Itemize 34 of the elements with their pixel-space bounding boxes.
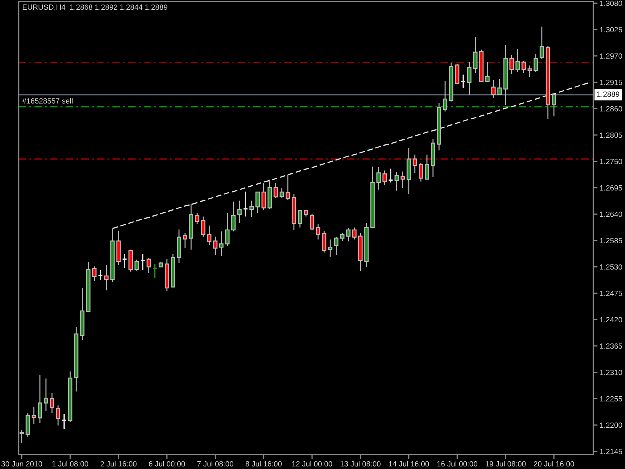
candlestick <box>522 60 526 74</box>
candlestick <box>86 262 91 313</box>
candlestick <box>460 74 466 89</box>
candlestick <box>68 371 73 423</box>
candlestick <box>152 264 158 279</box>
candlestick <box>238 200 242 224</box>
candlestick <box>20 430 24 444</box>
candlestick <box>146 258 152 274</box>
candlestick <box>243 191 248 218</box>
candlestick <box>213 236 218 256</box>
candlestick <box>207 225 212 246</box>
candlestick <box>467 62 472 96</box>
candlestick <box>528 65 532 78</box>
candlestick <box>201 216 206 238</box>
candlestick <box>340 233 345 242</box>
candlestick <box>62 414 67 430</box>
candlestick <box>394 172 400 192</box>
candlestick <box>74 327 79 392</box>
candlestick <box>122 254 128 270</box>
candlestick <box>92 266 97 282</box>
candlestick <box>274 182 278 200</box>
candlestick <box>98 269 104 281</box>
candlestick <box>140 254 146 272</box>
candlestick <box>406 148 412 195</box>
candlestick <box>328 239 333 258</box>
candlestick <box>400 171 406 189</box>
candlestick <box>388 168 394 184</box>
candlestick <box>80 288 85 340</box>
candlestick <box>534 54 538 72</box>
candlestick <box>455 64 460 85</box>
candlestick <box>56 405 60 426</box>
candlestick <box>280 188 284 200</box>
candlestick <box>268 179 272 210</box>
candlestick <box>334 236 339 256</box>
